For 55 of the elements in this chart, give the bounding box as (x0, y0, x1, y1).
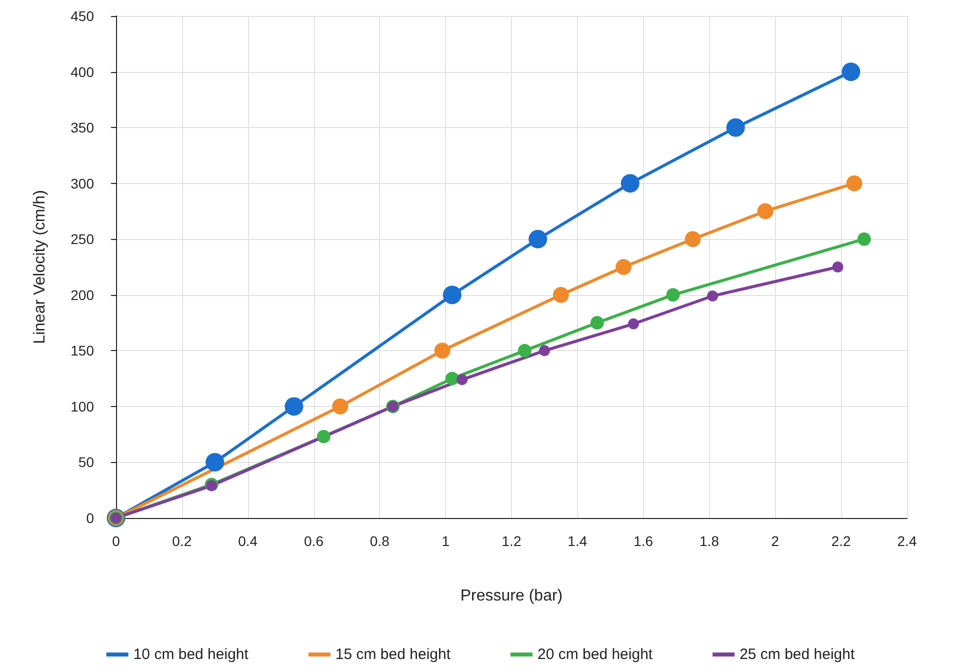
point (528, 230, 548, 248)
point (857, 232, 871, 246)
x-tick-label: 1.6 (634, 533, 654, 549)
point (434, 342, 450, 359)
x-axis-title: Pressure (bar) (460, 588, 563, 604)
y-tick-label: 450 (70, 8, 94, 24)
point (842, 62, 860, 82)
x-tick-label: 2 (771, 533, 780, 549)
point (684, 231, 701, 248)
point (726, 118, 745, 137)
point (442, 286, 462, 304)
point (757, 203, 774, 220)
legend-label: 15 cm bed height (335, 646, 452, 663)
x-tick-label: 0.8 (370, 533, 390, 549)
x-tick-label: 0 (112, 533, 120, 549)
y-axis-title: Linear Velocity (cm/h) (32, 190, 48, 344)
point (666, 288, 680, 302)
x-tick-label: 2.2 (831, 533, 852, 549)
point (445, 372, 459, 386)
legend-label: 10 cm bed height (133, 646, 250, 663)
y-tick-label: 100 (70, 398, 94, 414)
x-tick-label: 1 (442, 533, 450, 549)
y-tick-label: 150 (70, 342, 94, 359)
y-tick-label: 400 (70, 64, 94, 80)
y-tick-label: 200 (70, 286, 94, 303)
point (284, 397, 304, 416)
x-tick-label: 1.2 (502, 533, 522, 549)
x-tick-label: 0.6 (304, 533, 324, 549)
y-tick-label: 0 (86, 510, 94, 526)
point (456, 374, 468, 386)
point (846, 175, 862, 192)
x-tick-label: 1.4 (568, 533, 588, 549)
x-tick-label: 1.8 (700, 533, 720, 549)
point (206, 452, 224, 472)
y-tick-label: 250 (70, 231, 94, 248)
point (518, 344, 532, 358)
y-tick-label: 300 (70, 175, 94, 192)
point (332, 398, 348, 414)
point (620, 174, 640, 193)
y-tick-label: 350 (70, 120, 94, 136)
point (206, 480, 218, 492)
x-tick-label: 0.2 (172, 533, 192, 549)
point (538, 345, 550, 356)
legend-label: 25 cm bed height (740, 646, 856, 663)
point (616, 259, 632, 275)
x-tick-label: 2.4 (897, 533, 917, 549)
point (832, 262, 844, 272)
point (628, 318, 639, 330)
x-tick-label: 0.4 (238, 533, 258, 549)
point (590, 316, 604, 330)
point (552, 286, 569, 303)
point (707, 290, 718, 302)
point (316, 430, 330, 444)
legend-label: 20 cm bed height (538, 646, 654, 663)
y-tick-label: 50 (78, 454, 94, 470)
